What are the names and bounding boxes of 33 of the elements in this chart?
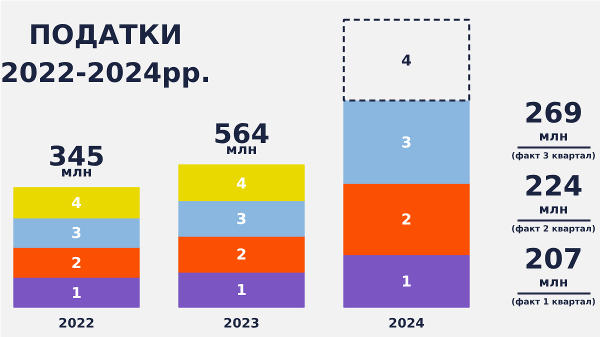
bar xyxy=(178,200,305,237)
series-label: 1 xyxy=(71,284,82,302)
bar xyxy=(178,272,305,308)
text: 1 xyxy=(401,272,412,290)
text: 269 млн (факт 3 квартал) xyxy=(511,96,596,162)
annotation: 345 млн xyxy=(48,142,105,181)
x-tick-label: 2022 xyxy=(58,316,95,332)
annotation: 564 млн xyxy=(213,118,270,158)
series-label: 2 xyxy=(71,254,82,272)
series-label: 3 xyxy=(71,224,82,242)
text: 224 млн (факт 2 квартал) xyxy=(511,170,596,234)
text: ПОДАТКИ 2022-2024рр. xyxy=(0,20,211,89)
bar xyxy=(13,246,140,278)
bar xyxy=(343,182,470,256)
bar xyxy=(342,18,470,102)
series-label: 4 xyxy=(71,194,82,212)
bar xyxy=(343,100,470,184)
x-tick-label: 2023 xyxy=(223,316,260,332)
bar xyxy=(343,254,470,308)
text: 3 xyxy=(401,133,412,152)
text: 207 млн (факт 1 квартал) xyxy=(511,242,596,308)
bar xyxy=(178,236,305,273)
text: 3 xyxy=(236,210,247,228)
text: 4 xyxy=(236,174,247,192)
bar xyxy=(178,164,305,202)
text: 2 xyxy=(401,210,412,228)
bar xyxy=(13,187,140,218)
series-label: 4 xyxy=(401,52,412,70)
text: 2 xyxy=(236,246,247,264)
x-tick-label: 2024 xyxy=(388,316,425,332)
bar xyxy=(13,217,140,248)
text: 1 xyxy=(236,281,247,300)
bar xyxy=(13,276,140,308)
